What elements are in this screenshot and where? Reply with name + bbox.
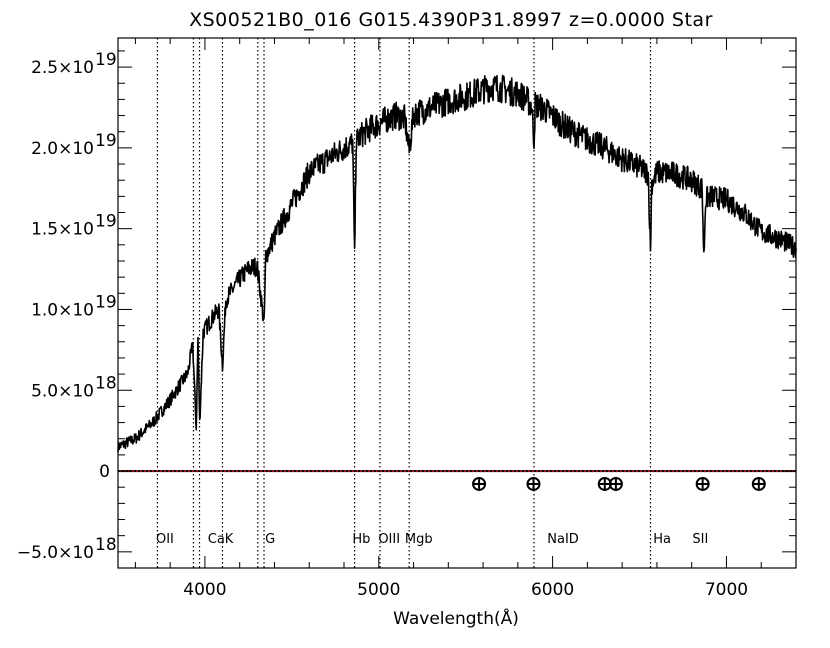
line-label-g: G [265, 532, 275, 547]
telluric-marker [608, 476, 623, 491]
y-tick-label: 0 [99, 462, 110, 482]
y-tick-exponent: 18 [95, 535, 117, 555]
line-label-oiii: OIII [378, 532, 400, 547]
x-axis-label: Wavelength(Å) [393, 607, 519, 629]
line-label-cak: CaK [208, 532, 234, 547]
line-label-ha: Ha [653, 532, 671, 547]
y-tick-exponent: 18 [95, 373, 117, 393]
line-label-hb: Hb [352, 532, 370, 547]
y-tick-label: 1.5×10 [31, 220, 94, 240]
line-label-sii: SII [692, 532, 708, 547]
y-tick-label: −5.0×10 [17, 543, 94, 563]
telluric-marker [751, 476, 766, 491]
line-label-naid: NaID [547, 532, 579, 547]
y-tick-label: 1.0×10 [31, 300, 94, 320]
x-tick-label: 6000 [531, 580, 574, 600]
line-label-group: OII CaK G Hb OIII Mgb NaID Ha SII [156, 532, 708, 547]
chart-title: XS00521B0_016 G015.4390P31.8997 z=0.0000… [189, 9, 713, 31]
line-marker-group [156, 38, 652, 568]
telluric-marker [695, 476, 710, 491]
y-tick-label: 2.5×10 [31, 58, 94, 78]
x-tick-label: 7000 [705, 580, 748, 600]
y-tick-label: 5.0×10 [31, 381, 94, 401]
x-tick-label: 4000 [183, 580, 226, 600]
spectrum-flux-line [117, 74, 797, 453]
y-tick-exponent: 19 [95, 50, 117, 70]
telluric-marker [472, 476, 487, 491]
y-tick-exponent: 19 [95, 212, 117, 232]
telluric-marker-group [472, 476, 766, 491]
x-tick-label: 5000 [357, 580, 400, 600]
line-label-mgb: Mgb [405, 532, 433, 547]
telluric-marker [526, 476, 541, 491]
line-label-oii: OII [156, 532, 174, 547]
y-tick-label: 2.0×10 [31, 139, 94, 159]
series-group [117, 74, 797, 473]
plot-frame [117, 37, 797, 569]
y-tick-exponent: 19 [95, 292, 117, 312]
y-tick-exponent: 19 [95, 131, 117, 151]
